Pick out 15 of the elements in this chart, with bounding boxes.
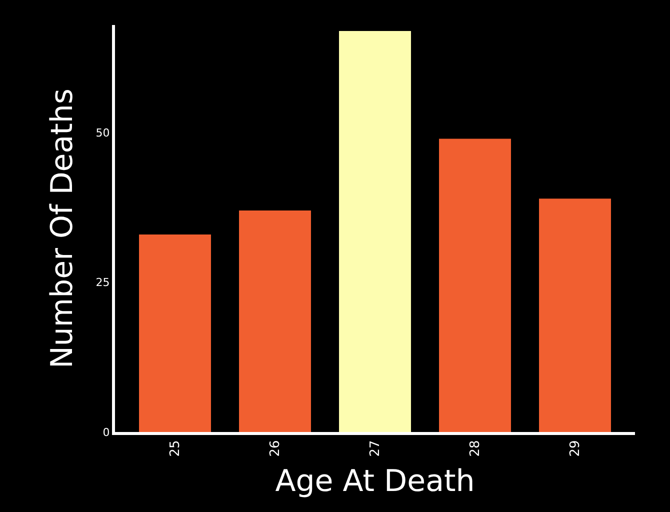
x-axis-title: Age At Death — [275, 464, 475, 500]
x-tick-label: 25 — [168, 440, 184, 457]
x-tick-label: 26 — [268, 440, 284, 457]
y-tick-label: 0 — [102, 426, 110, 439]
x-tick-label: 29 — [568, 440, 584, 457]
bar — [139, 234, 211, 432]
y-axis-title: Number Of Deaths — [44, 88, 80, 369]
bar — [439, 138, 511, 432]
bar — [239, 210, 311, 432]
x-tick-label: 28 — [468, 440, 484, 457]
y-tick-label: 50 — [96, 126, 110, 140]
y-tick-label: 25 — [96, 276, 110, 290]
x-tick-label: 27 — [368, 440, 384, 457]
bar — [539, 198, 611, 432]
bar — [339, 30, 411, 432]
